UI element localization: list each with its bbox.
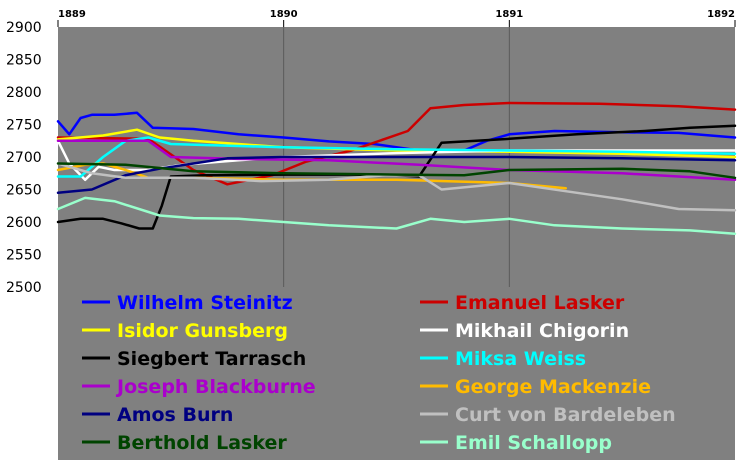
x-tick-label: 1891 [495,9,523,20]
y-tick-label: 2550 [6,248,42,264]
legend-label: Emanuel Lasker [455,292,625,314]
legend-label: Emil Schallopp [455,432,612,454]
legend-label: Curt von Bardeleben [455,404,676,426]
series-line-siegbert-tarrasch [56,124,737,230]
legend-label: Wilhelm Steinitz [117,292,293,314]
series-line-joseph-blackburne [56,139,737,182]
legend-label: Miksa Weiss [455,348,586,370]
legend-label: Siegbert Tarrasch [117,348,306,370]
y-tick-label: 2750 [6,118,42,134]
x-tick-label: 1890 [270,9,298,20]
series-line-isidor-gunsberg [56,128,737,159]
series-line-berthold-lasker [56,162,737,180]
series-line-emil-schallopp [56,196,737,235]
legend-label: Mikhail Chigorin [455,320,629,342]
series-line-wilhelm-steinitz [56,111,737,152]
y-tick-label: 2800 [6,85,42,101]
x-tick-label: 1889 [58,9,86,20]
y-tick-label: 2700 [6,150,42,166]
legend-label: Joseph Blackburne [115,376,316,398]
legend-box [58,287,735,460]
legend-label: Isidor Gunsberg [117,320,288,342]
y-tick-label: 2600 [6,215,42,231]
legend-label: Berthold Lasker [117,432,287,454]
y-tick-label: 2900 [6,20,42,36]
y-tick-label: 2850 [6,53,42,69]
y-tick-label: 2650 [6,183,42,199]
legend-label: George Mackenzie [455,376,651,398]
series-line-amos-burn [56,155,737,195]
x-tick-label: 1892 [707,9,735,20]
y-tick-label: 2500 [6,280,42,296]
legend-label: Amos Burn [117,404,233,426]
